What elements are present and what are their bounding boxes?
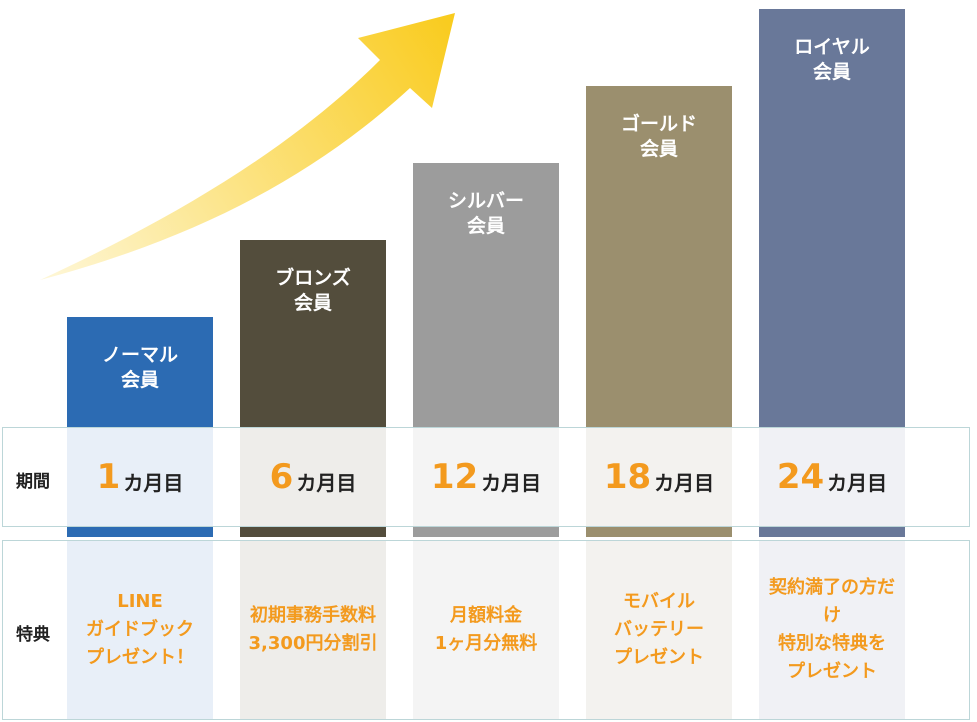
perk-cell: 月額料金 1ヶ月分無料 <box>413 541 559 719</box>
perk-cell: 契約満了の方だけ 特別な特典を プレゼント <box>759 541 905 719</box>
perk-cell: LINE ガイドブック プレゼント！ <box>67 541 213 719</box>
period-row-label: 期間 <box>16 472 50 492</box>
tier-name: ノーマル 会員 <box>101 344 178 391</box>
period-number: 24 <box>776 457 825 497</box>
perk-text: 初期事務手数料 3,300円分割引 <box>248 605 378 654</box>
perk-text: 月額料金 1ヶ月分無料 <box>434 605 538 654</box>
tier-name: ロイヤル 会員 <box>794 36 870 83</box>
perk-text: モバイル バッテリー プレゼント <box>614 591 704 668</box>
perk-text: LINE ガイドブック プレゼント！ <box>86 591 194 668</box>
period-unit: カ月目 <box>123 470 184 495</box>
period-cell: 18 カ月目 <box>586 428 732 526</box>
period-cell: 12 カ月目 <box>413 428 559 526</box>
period-unit: カ月目 <box>296 470 357 495</box>
perk-row <box>2 540 970 720</box>
perk-cell: 初期事務手数料 3,300円分割引 <box>240 541 386 719</box>
tier-name: ゴールド 会員 <box>620 113 697 160</box>
period-number: 1 <box>96 457 121 497</box>
period-unit: カ月目 <box>654 470 715 495</box>
perk-row-label: 特典 <box>16 625 50 645</box>
tier-name: シルバー 会員 <box>447 190 524 237</box>
period-number: 6 <box>269 457 294 497</box>
perk-text: 契約満了の方だけ 特別な特典を プレゼント <box>769 577 895 682</box>
period-row <box>2 427 970 527</box>
period-cell: 1 カ月目 <box>67 428 213 526</box>
perk-cell: モバイル バッテリー プレゼント <box>586 541 732 719</box>
period-number: 12 <box>430 457 479 497</box>
period-cell: 6 カ月目 <box>240 428 386 526</box>
period-unit: カ月目 <box>827 470 888 495</box>
period-unit: カ月目 <box>481 470 542 495</box>
period-number: 18 <box>603 457 652 497</box>
period-cell: 24 カ月目 <box>759 428 905 526</box>
tier-name: ブロンズ 会員 <box>275 267 351 314</box>
